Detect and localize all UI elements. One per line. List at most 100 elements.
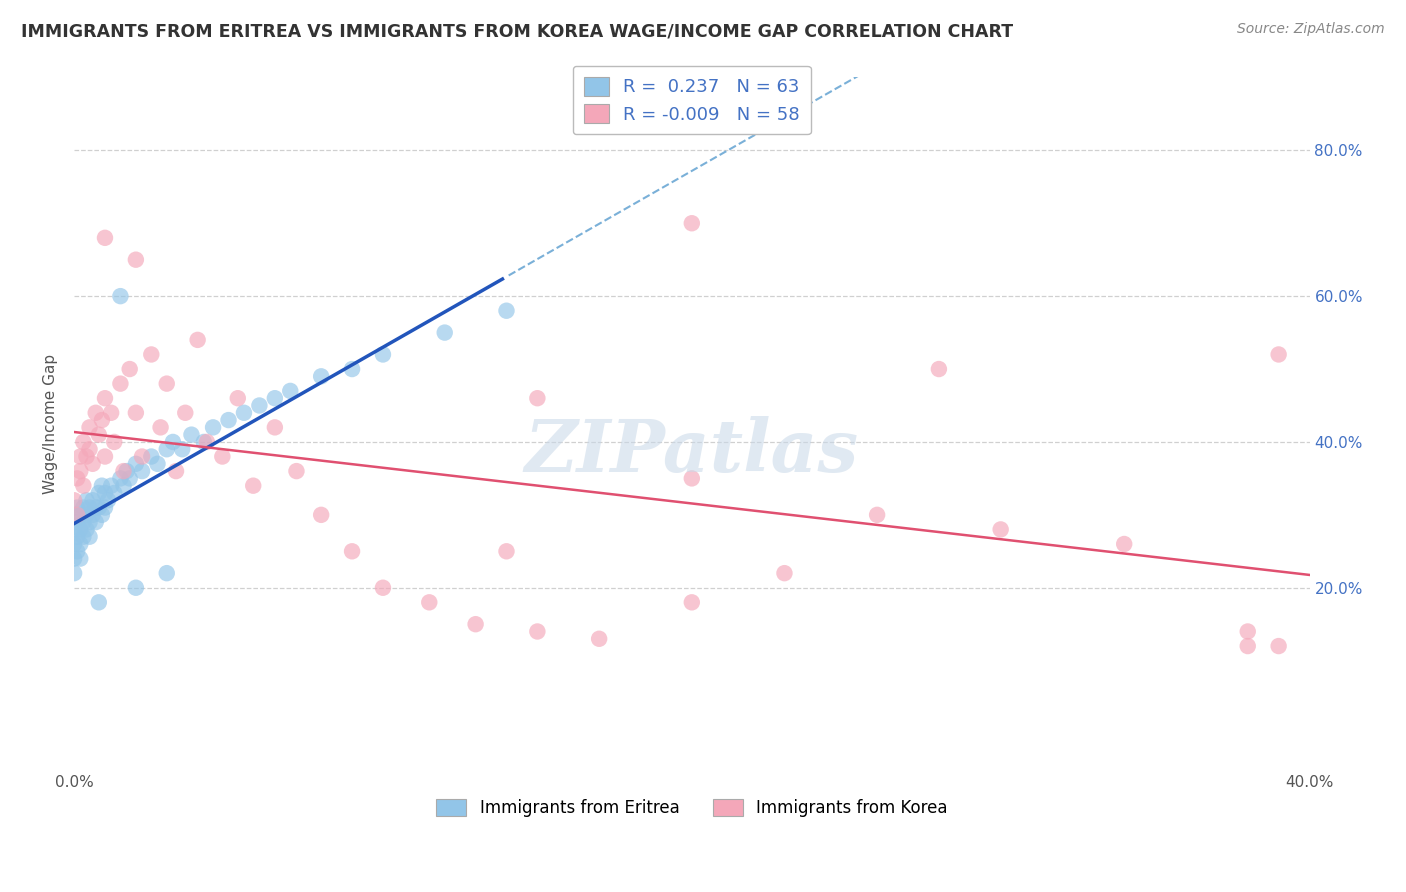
Point — [69, 551, 91, 566]
Point — [526, 391, 548, 405]
Point — [66, 471, 89, 485]
Point — [103, 434, 125, 449]
Point — [773, 566, 796, 581]
Point — [87, 500, 110, 515]
Point — [681, 216, 703, 230]
Point — [82, 493, 104, 508]
Point — [1267, 347, 1289, 361]
Point — [141, 347, 163, 361]
Point — [110, 471, 132, 485]
Point — [72, 478, 94, 492]
Point — [72, 515, 94, 529]
Point — [162, 434, 184, 449]
Point — [172, 442, 194, 457]
Point — [118, 471, 141, 485]
Point — [75, 508, 97, 522]
Point — [63, 493, 86, 508]
Point — [141, 450, 163, 464]
Point — [146, 457, 169, 471]
Point — [187, 333, 209, 347]
Point — [174, 406, 197, 420]
Point — [69, 464, 91, 478]
Point — [180, 427, 202, 442]
Point — [125, 406, 148, 420]
Point — [82, 508, 104, 522]
Point — [226, 391, 249, 405]
Point — [90, 508, 112, 522]
Point — [247, 399, 270, 413]
Point — [66, 530, 89, 544]
Point — [100, 478, 122, 492]
Point — [66, 508, 89, 522]
Point — [371, 347, 394, 361]
Point — [97, 493, 120, 508]
Point — [131, 450, 153, 464]
Point — [156, 376, 179, 391]
Point — [131, 464, 153, 478]
Point — [79, 442, 101, 457]
Point — [309, 508, 332, 522]
Point — [75, 450, 97, 464]
Point — [125, 581, 148, 595]
Point — [340, 362, 363, 376]
Point — [278, 384, 301, 398]
Point — [75, 523, 97, 537]
Point — [112, 464, 135, 478]
Point — [110, 289, 132, 303]
Point — [418, 595, 440, 609]
Point — [69, 523, 91, 537]
Point — [69, 450, 91, 464]
Point — [103, 486, 125, 500]
Point — [156, 442, 179, 457]
Point — [681, 471, 703, 485]
Point — [156, 566, 179, 581]
Point — [87, 595, 110, 609]
Point — [69, 537, 91, 551]
Point — [75, 493, 97, 508]
Text: Source: ZipAtlas.com: Source: ZipAtlas.com — [1237, 22, 1385, 37]
Point — [371, 581, 394, 595]
Point — [125, 252, 148, 267]
Point — [211, 450, 233, 464]
Point — [63, 523, 86, 537]
Point — [242, 478, 264, 492]
Point — [340, 544, 363, 558]
Legend: Immigrants from Eritrea, Immigrants from Korea: Immigrants from Eritrea, Immigrants from… — [429, 792, 955, 824]
Point — [193, 434, 215, 449]
Point — [218, 413, 240, 427]
Point — [1236, 639, 1258, 653]
Point — [84, 500, 107, 515]
Point — [63, 537, 86, 551]
Point — [110, 376, 132, 391]
Point — [72, 434, 94, 449]
Point — [72, 530, 94, 544]
Point — [495, 544, 517, 558]
Point — [82, 457, 104, 471]
Point — [928, 362, 950, 376]
Point — [202, 420, 225, 434]
Point — [112, 478, 135, 492]
Point — [94, 486, 117, 500]
Point — [90, 478, 112, 492]
Point — [79, 500, 101, 515]
Point — [588, 632, 610, 646]
Point — [233, 406, 256, 420]
Point — [94, 500, 117, 515]
Point — [309, 369, 332, 384]
Point — [94, 450, 117, 464]
Text: IMMIGRANTS FROM ERITREA VS IMMIGRANTS FROM KOREA WAGE/INCOME GAP CORRELATION CHA: IMMIGRANTS FROM ERITREA VS IMMIGRANTS FR… — [21, 22, 1014, 40]
Point — [87, 427, 110, 442]
Point — [285, 464, 308, 478]
Point — [87, 486, 110, 500]
Point — [681, 595, 703, 609]
Point — [526, 624, 548, 639]
Point — [79, 420, 101, 434]
Point — [866, 508, 889, 522]
Point — [66, 500, 89, 515]
Point — [72, 500, 94, 515]
Point — [66, 515, 89, 529]
Point — [433, 326, 456, 340]
Point — [195, 434, 218, 449]
Point — [63, 566, 86, 581]
Point — [84, 515, 107, 529]
